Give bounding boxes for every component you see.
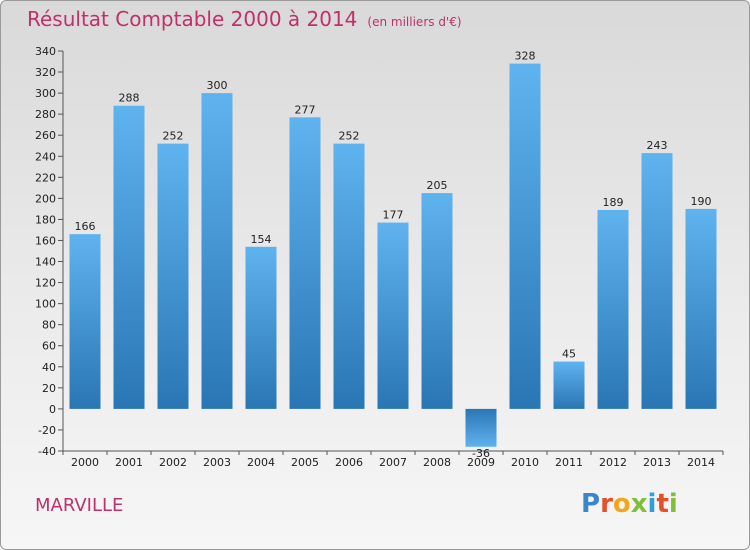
bar-2009 <box>465 408 497 447</box>
bar-2004 <box>245 246 277 409</box>
x-tick-label-2001: 2001 <box>115 456 143 469</box>
bar-2006 <box>333 143 365 409</box>
logo-letter: x <box>630 489 648 519</box>
bar-2001 <box>113 105 145 409</box>
data-label-2005: 277 <box>295 103 316 116</box>
x-tick-label-2006: 2006 <box>335 456 363 469</box>
y-tick-label: 200 <box>35 192 56 205</box>
data-label-2002: 252 <box>163 130 184 143</box>
data-label-2001: 288 <box>119 92 140 105</box>
data-label-2006: 252 <box>339 130 360 143</box>
x-tick-label-2008: 2008 <box>423 456 451 469</box>
y-tick-label: 220 <box>35 171 56 184</box>
y-tick-label: 320 <box>35 66 56 79</box>
bar-2002 <box>157 143 189 409</box>
y-tick-label: 160 <box>35 234 56 247</box>
y-tick-label: 20 <box>42 382 56 395</box>
data-label-2000: 166 <box>75 220 96 233</box>
data-label-2003: 300 <box>207 79 228 92</box>
logo-letter: P <box>581 489 601 519</box>
bar-2011 <box>553 361 585 409</box>
x-tick-label-2013: 2013 <box>643 456 671 469</box>
data-label-2008: 205 <box>427 179 448 192</box>
data-label-2013: 243 <box>647 139 668 152</box>
data-label-2007: 177 <box>383 209 404 222</box>
bar-2013 <box>641 153 673 409</box>
commune-name: MARVILLE <box>35 495 124 516</box>
data-label-2014: 190 <box>691 195 712 208</box>
proxiti-logo[interactable]: Proxiti <box>581 489 678 519</box>
y-tick-label: 60 <box>42 340 56 353</box>
data-label-2004: 154 <box>251 233 272 246</box>
bar-2003 <box>201 93 233 409</box>
bar-2012 <box>597 209 629 409</box>
logo-letter: i <box>668 489 678 519</box>
bar-2014 <box>685 208 717 409</box>
y-tick-label: 300 <box>35 87 56 100</box>
y-tick-label: 0 <box>49 403 56 416</box>
bars <box>69 63 717 447</box>
x-tick-label-2011: 2011 <box>555 456 583 469</box>
data-label-2011: 45 <box>562 348 576 361</box>
bar-2000 <box>69 234 101 409</box>
x-tick-label-2003: 2003 <box>203 456 231 469</box>
y-axis: -40 -20 0 20 40 60 80 100 120 140 160 180 200 220 240 2… <box>35 45 64 458</box>
x-tick-label-2004: 2004 <box>247 456 275 469</box>
y-tick-label: 120 <box>35 277 56 290</box>
bar-2005 <box>289 117 321 409</box>
x-tick-label-2002: 2002 <box>159 456 187 469</box>
x-tick-label-2007: 2007 <box>379 456 407 469</box>
y-tick-label: 80 <box>42 319 56 332</box>
y-tick-label: -20 <box>38 424 56 437</box>
logo-letter: r <box>600 489 613 519</box>
bar-2008 <box>421 193 453 409</box>
chart-title: Résultat Comptable 2000 à 2014 (en millie… <box>27 7 462 31</box>
y-tick-label: -40 <box>38 445 56 458</box>
y-tick-label: 40 <box>42 361 56 374</box>
y-tick-label: 180 <box>35 213 56 226</box>
chart-title-text: Résultat Comptable 2000 à 2014 <box>27 7 358 31</box>
data-label-2010: 328 <box>515 50 536 63</box>
data-label-2012: 189 <box>603 196 624 209</box>
y-tick-label: 100 <box>35 298 56 311</box>
y-tick-label: 280 <box>35 108 56 121</box>
bar-2007 <box>377 222 409 409</box>
x-tick-label-2010: 2010 <box>511 456 539 469</box>
logo-letter: i <box>647 489 657 519</box>
x-tick-label-2009: 2009 <box>467 456 495 469</box>
logo-letter: o <box>612 489 631 519</box>
x-tick-label-2012: 2012 <box>599 456 627 469</box>
data-labels: 166 288 252 300 154 277 252 177 205 -36 328 45 189 24… <box>75 50 712 460</box>
bar-2010 <box>509 63 541 409</box>
x-tick-label-2005: 2005 <box>291 456 319 469</box>
x-tick-label-2014: 2014 <box>687 456 715 469</box>
x-axis: 2000 2001 2002 2003 2004 2005 2006 2007 2008 2009… <box>62 450 724 469</box>
y-tick-label: 260 <box>35 129 56 142</box>
y-tick-label: 340 <box>35 45 56 58</box>
y-tick-label: 240 <box>35 150 56 163</box>
data-label-2009: -36 <box>472 447 490 460</box>
chart-subtitle: (en milliers d'€) <box>367 15 462 29</box>
x-tick-label-2000: 2000 <box>71 456 99 469</box>
logo-letter: t <box>656 489 669 519</box>
y-tick-label: 140 <box>35 256 56 269</box>
